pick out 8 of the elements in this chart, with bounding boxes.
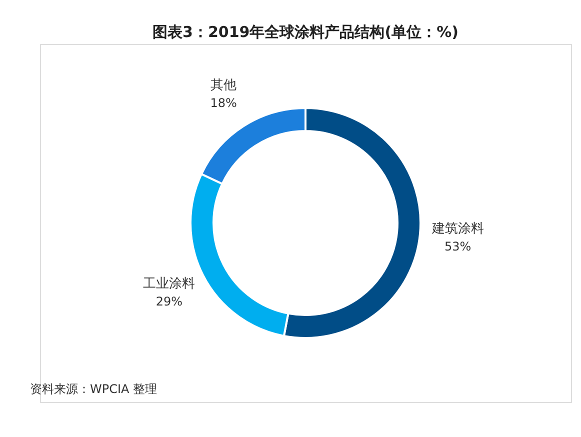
data-label: 18% — [210, 96, 237, 110]
chart-title: 图表3：2019年全球涂料产品结构(单位：%) — [152, 23, 458, 41]
data-label: 29% — [156, 294, 183, 308]
text: 资料来源：WPCIA 整理 — [30, 382, 158, 396]
slice-label: 工业涂料 — [143, 276, 196, 292]
slice-label: 建筑涂料 — [430, 221, 484, 236]
data-label: 53% — [444, 239, 472, 254]
slice-label: 其他 — [210, 78, 237, 93]
